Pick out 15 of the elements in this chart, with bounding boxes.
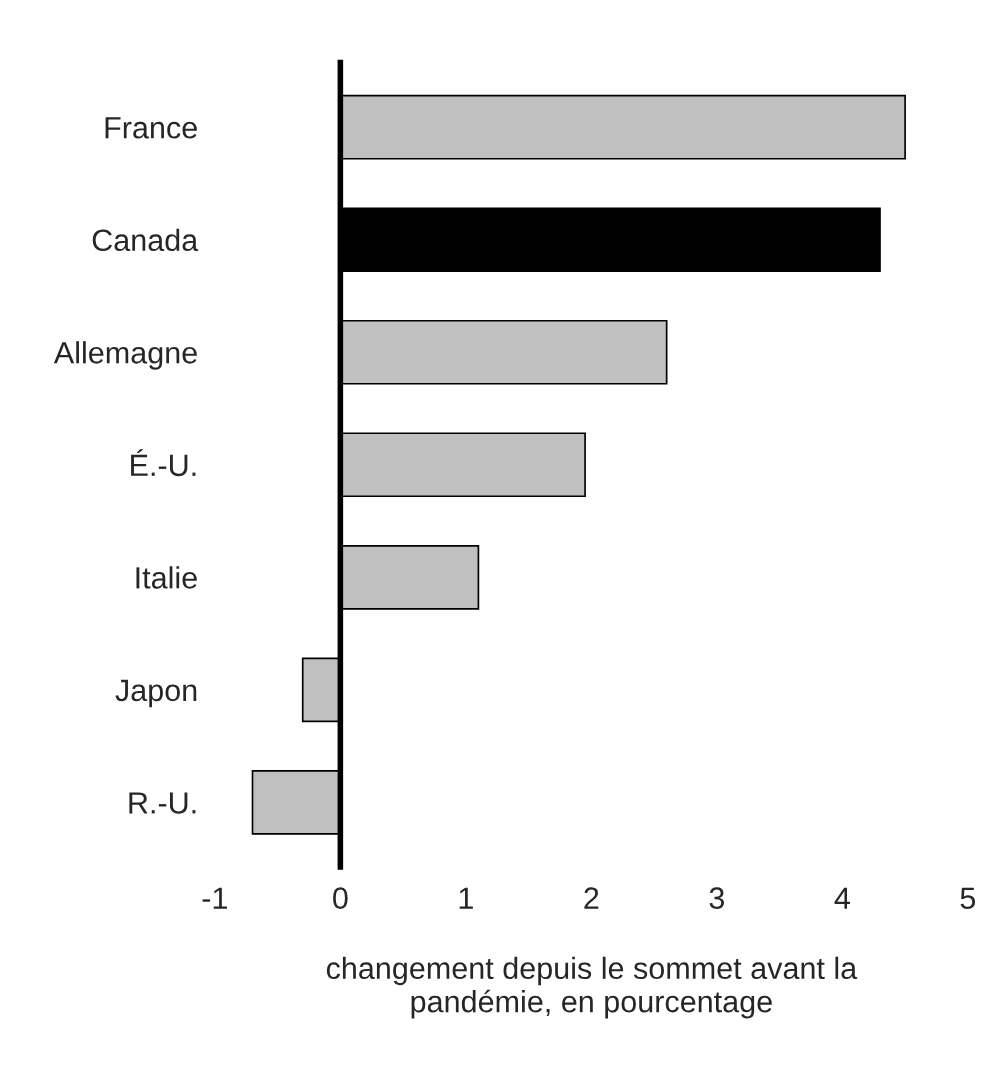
x-tick-label: 3	[709, 887, 725, 909]
y-tick-label: É.-U.	[131, 449, 196, 477]
x-tick-label: 4	[834, 887, 850, 909]
x-tick-label: 1	[459, 887, 473, 909]
y-tick-label: Italie	[136, 566, 197, 589]
y-tick-label: Allemagne	[53, 341, 197, 370]
y-tick-label: France	[105, 117, 197, 139]
y-tick-label: Canada	[92, 228, 199, 252]
x-tick-label: 5	[960, 887, 976, 909]
x-axis-title: changement depuis le sommet avant la pandémie, en pourcentage	[326, 956, 858, 1019]
x-tick-label: 2	[584, 887, 599, 909]
x-tick-label: -1	[202, 887, 227, 909]
y-tick-label: R.-U.	[129, 792, 196, 814]
x-tick-label: 0	[333, 887, 348, 909]
y-tick-label: Japon	[115, 679, 197, 708]
